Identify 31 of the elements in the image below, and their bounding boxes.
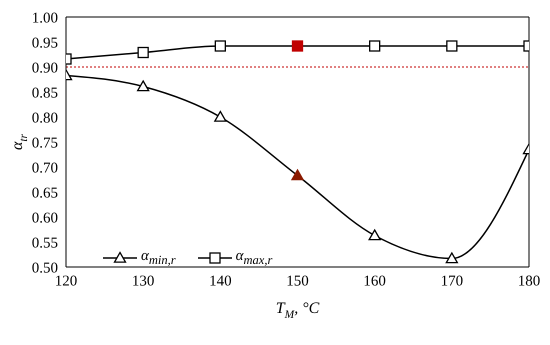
legend-label: α$_{max,r}$ — [236, 248, 272, 268]
point — [446, 40, 458, 52]
legend-label: α$_{min,r}$ — [141, 248, 176, 268]
point — [214, 40, 226, 52]
y-tick-label: 0.70 — [32, 160, 58, 176]
point — [369, 40, 380, 52]
y-tick-label: 0.90 — [32, 60, 58, 76]
y-tick-label: 0.85 — [32, 85, 58, 102]
point — [138, 46, 149, 58]
y-tick-label: 0.75 — [32, 135, 58, 152]
point — [292, 40, 304, 52]
point — [291, 169, 304, 180]
point — [137, 80, 150, 92]
y-tick-label: 0.95 — [32, 35, 58, 52]
point — [446, 252, 458, 264]
y-tick-label: 0.50 — [32, 260, 58, 276]
y-tick-label: 1.00 — [32, 10, 58, 26]
y-tick-label: 0.60 — [32, 210, 58, 226]
y-tick-label: 0.80 — [32, 110, 58, 126]
x-tick-label: 150 — [286, 274, 309, 290]
x-tick-label: 170 — [440, 274, 464, 290]
x-tick-label: 160 — [363, 274, 386, 290]
point — [214, 110, 226, 122]
x-tick-label: 120 — [54, 274, 78, 290]
x-tick-label: 180 — [518, 274, 540, 290]
point — [368, 229, 381, 240]
y-tick-label: 0.55 — [32, 235, 58, 252]
x-axis-title: T$_{M}$, °C — [276, 300, 320, 321]
x-tick-label: 130 — [132, 274, 154, 290]
x-tick-label: 140 — [209, 274, 232, 290]
y-tick-label: 0.65 — [32, 185, 58, 202]
